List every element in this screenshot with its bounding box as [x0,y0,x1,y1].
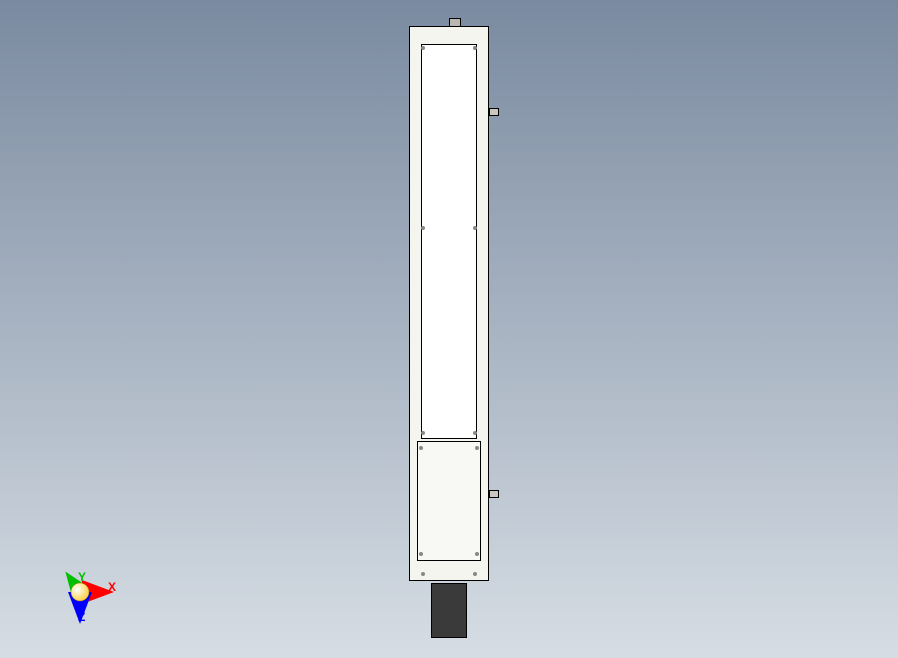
screw-icon [421,46,425,50]
axis-triad-icon [60,548,140,628]
screw-icon [473,431,477,435]
screw-icon [473,572,477,576]
axis-triad[interactable]: X Y Z [60,548,140,628]
screw-icon [473,46,477,50]
screw-icon [473,226,477,230]
axis-x-label: X [108,580,116,594]
screw-icon [421,226,425,230]
part-side-nub [489,490,499,498]
screw-icon [421,572,425,576]
screw-icon [475,552,479,556]
model-linear-actuator[interactable] [409,18,489,628]
axis-y-label: Y [78,570,86,584]
axis-z-label: Z [78,610,85,624]
screw-icon [419,552,423,556]
part-carriage [417,441,481,561]
screw-icon [475,446,479,450]
axis-origin-sphere [71,583,89,601]
part-rail-face [421,44,477,439]
screw-icon [419,446,423,450]
screw-icon [421,431,425,435]
part-motor [431,583,467,638]
part-side-nub [489,108,499,116]
cad-3d-viewport[interactable]: X Y Z [0,0,898,658]
